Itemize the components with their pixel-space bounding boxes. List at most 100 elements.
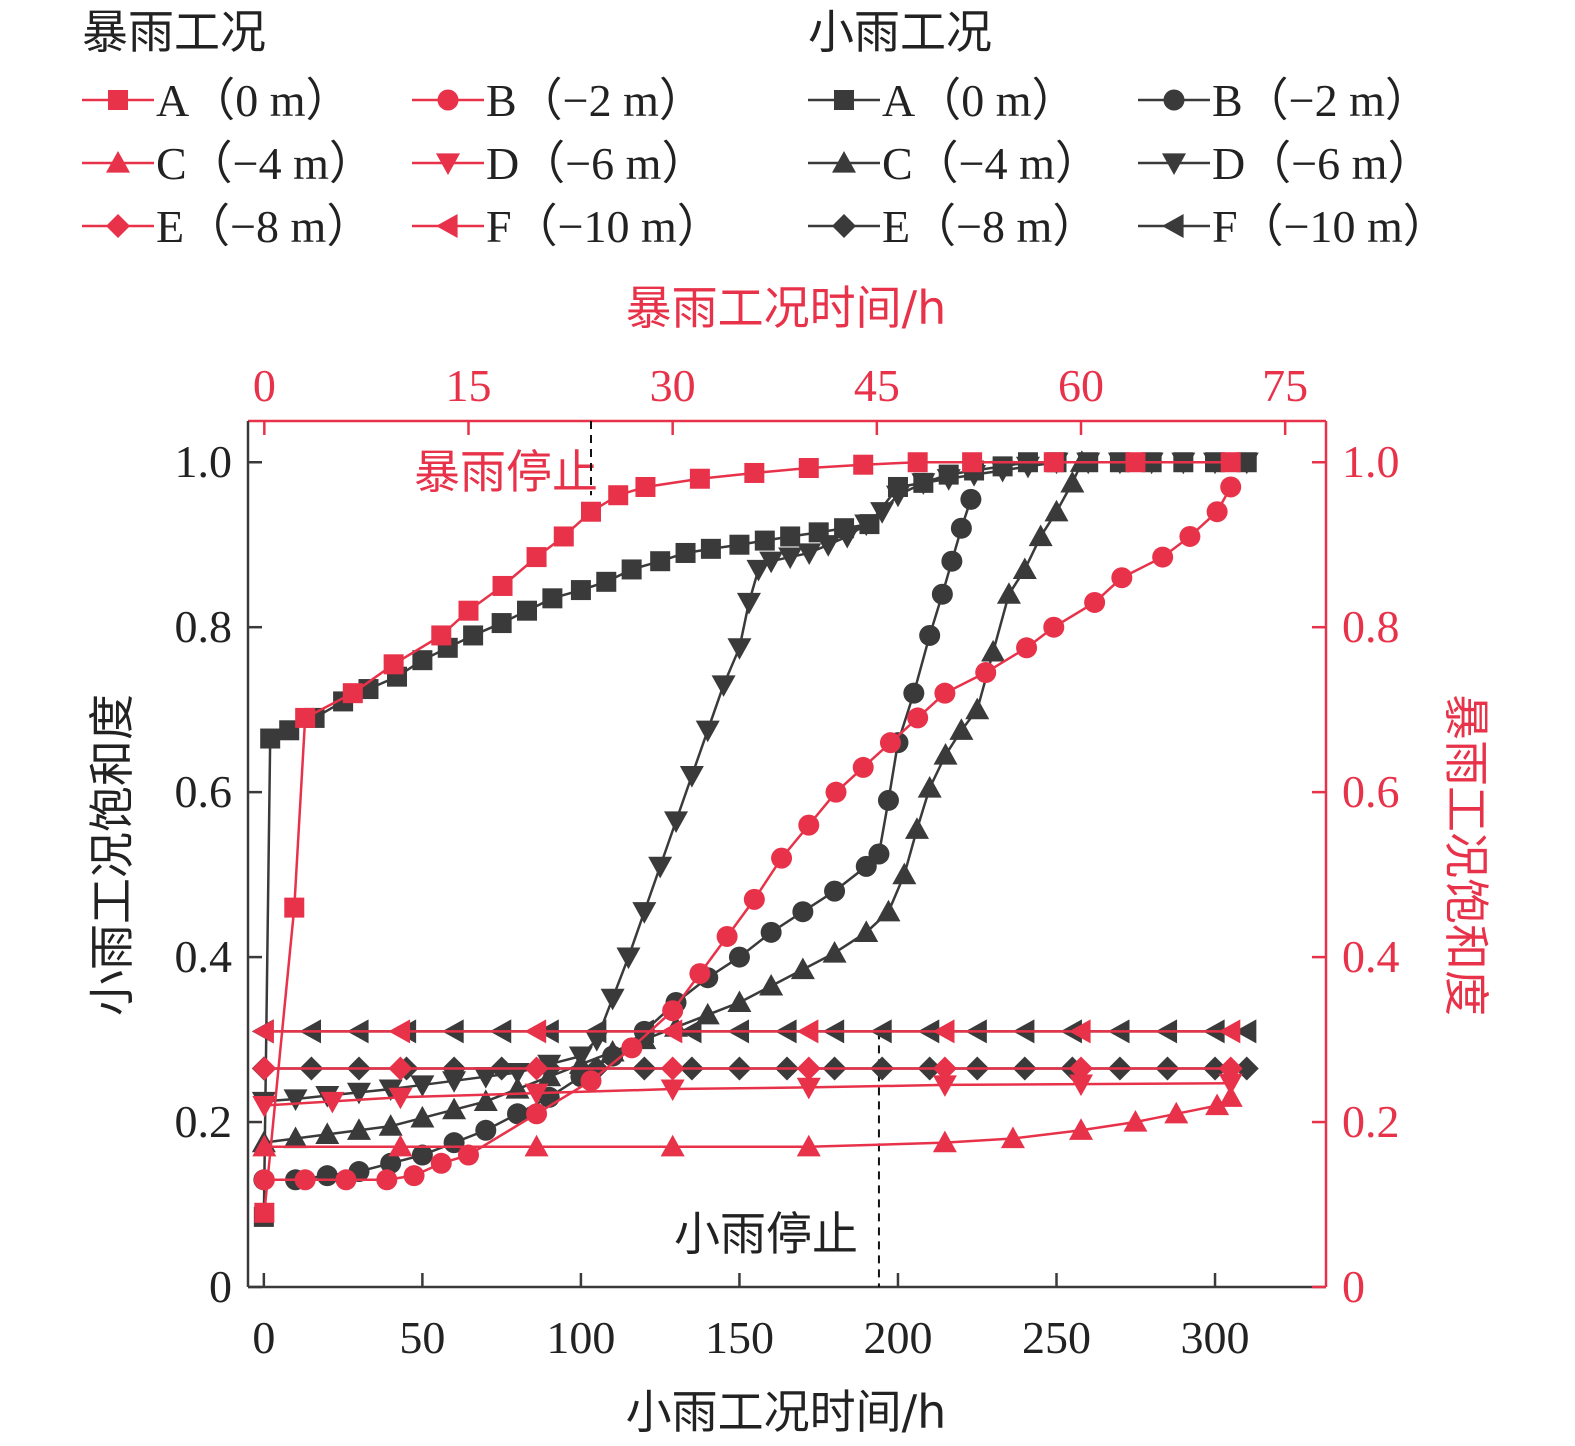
- y-right-tick-label: 0.6: [1342, 766, 1400, 817]
- heavy-point-B: [253, 1169, 275, 1191]
- x-bottom-tick-label: 200: [863, 1312, 932, 1363]
- heavy-point-B: [526, 1103, 548, 1125]
- heavy-point-B: [621, 1037, 643, 1059]
- heavy-point-F: [1069, 1019, 1091, 1044]
- heavy-point-A: [553, 526, 574, 547]
- heavy-point-A: [492, 575, 513, 596]
- light-point-D: [778, 547, 803, 570]
- light-point-A: [570, 580, 591, 601]
- light-point-C: [442, 1097, 467, 1120]
- legend-light-marker-A: [834, 90, 854, 110]
- heavy-point-B: [1152, 546, 1174, 568]
- light-point-D: [473, 1067, 498, 1089]
- heavy-point-C: [252, 1134, 277, 1157]
- heavy-point-B: [934, 682, 956, 704]
- light-point-D: [711, 675, 736, 697]
- y-right-axis-title: 暴雨工况饱和度: [1439, 694, 1493, 1016]
- heavy-point-B: [743, 888, 765, 910]
- heavy-point-A: [853, 454, 874, 475]
- light-point-D: [854, 514, 879, 537]
- light-point-B: [411, 1144, 433, 1166]
- heavy-point-D: [932, 1075, 957, 1097]
- light-point-D: [759, 551, 784, 574]
- heavy-point-B: [975, 662, 997, 684]
- heavy-point-B: [879, 732, 901, 754]
- heavy-point-A: [254, 1202, 275, 1223]
- heavy-point-B: [716, 925, 738, 947]
- heavy-point-C: [1123, 1110, 1148, 1132]
- heavy-line-C: [264, 1096, 1232, 1149]
- legend-light-marker-C: [832, 151, 856, 173]
- legend-heavy-label-A: A（0 m）: [156, 75, 352, 126]
- heavy-point-A: [295, 707, 316, 728]
- heavy-point-B: [376, 1169, 398, 1191]
- heavy-point-C: [1000, 1126, 1025, 1149]
- x-top-tick-label: 0: [253, 360, 276, 411]
- heavy-point-A: [962, 452, 983, 473]
- light-point-A: [517, 600, 538, 621]
- y-right-tick-label: 0: [1342, 1261, 1365, 1312]
- x-bottom-tick-label: 50: [399, 1312, 445, 1363]
- heavy-point-A: [383, 654, 404, 675]
- y-left-axis-title: 小雨工况饱和度: [85, 694, 139, 1016]
- heavy-point-B: [403, 1165, 425, 1187]
- heavy-point-F: [524, 1019, 547, 1044]
- y-left-tick-label: 0.8: [175, 601, 233, 652]
- light-point-D: [727, 638, 752, 660]
- heavy-point-E: [524, 1056, 549, 1081]
- legend-light-label-F: F（−10 m）: [1212, 201, 1449, 252]
- legend-heavy-marker-C: [106, 151, 130, 173]
- heavy-point-A: [798, 458, 819, 479]
- x-bottom-tick-label: 0: [252, 1312, 275, 1363]
- light-point-D: [835, 526, 860, 549]
- light-stop-label: 小雨停止: [674, 1207, 858, 1261]
- light-point-C: [283, 1126, 308, 1149]
- heavy-point-D: [1218, 1073, 1243, 1096]
- light-point-D: [736, 592, 761, 615]
- light-point-D: [648, 856, 673, 879]
- light-point-D: [936, 469, 961, 491]
- legend-light-label-E: E（−8 m）: [882, 201, 1098, 252]
- heavy-line-A: [263, 460, 1231, 1213]
- light-point-D: [664, 811, 689, 834]
- light-point-C: [892, 862, 917, 885]
- light-point-A: [729, 534, 750, 555]
- light-point-C: [759, 973, 784, 996]
- light-point-C: [1012, 557, 1037, 580]
- light-point-D: [600, 988, 625, 1011]
- light-point-C: [876, 899, 901, 922]
- light-point-C: [410, 1105, 435, 1128]
- heavy-point-B: [907, 707, 929, 729]
- light-point-B: [728, 946, 750, 968]
- heavy-point-A: [907, 452, 928, 473]
- light-point-C: [1028, 524, 1053, 547]
- x-bottom-tick-label: 300: [1181, 1312, 1250, 1363]
- heavy-point-B: [294, 1169, 316, 1191]
- light-point-C: [346, 1118, 371, 1140]
- heavy-point-A: [342, 683, 363, 704]
- heavy-point-B: [335, 1169, 357, 1191]
- light-point-C: [378, 1114, 403, 1136]
- light-point-B: [316, 1165, 338, 1187]
- light-point-A: [621, 559, 642, 580]
- light-point-C: [965, 697, 990, 720]
- light-point-B: [877, 789, 899, 811]
- light-point-A: [754, 530, 775, 551]
- light-point-F: [1234, 1019, 1257, 1044]
- heavy-stop-label: 暴雨停止: [414, 445, 598, 499]
- heavy-point-D: [320, 1091, 345, 1114]
- light-point-A: [358, 679, 379, 700]
- heavy-point-B: [771, 847, 793, 869]
- light-point-C: [1044, 499, 1069, 522]
- light-point-B: [931, 583, 953, 605]
- light-point-C: [996, 582, 1021, 604]
- x-bottom-tick-label: 150: [705, 1312, 774, 1363]
- legend-light-marker-E: [832, 214, 856, 238]
- legend: 暴雨工况 小雨工况 A（0 m） B（−2 m） C（−4 m） D（−6 m） E（−…: [82, 5, 1449, 252]
- x-top-tick-label: 75: [1262, 360, 1308, 411]
- plot-area: 0 50 100 150 200 250 300 0 15 30 45 60 75 0 0.2 0.4 0.6 0…: [175, 360, 1400, 1363]
- light-point-B: [792, 901, 814, 923]
- heavy-point-F: [388, 1019, 411, 1044]
- light-point-A: [700, 538, 721, 559]
